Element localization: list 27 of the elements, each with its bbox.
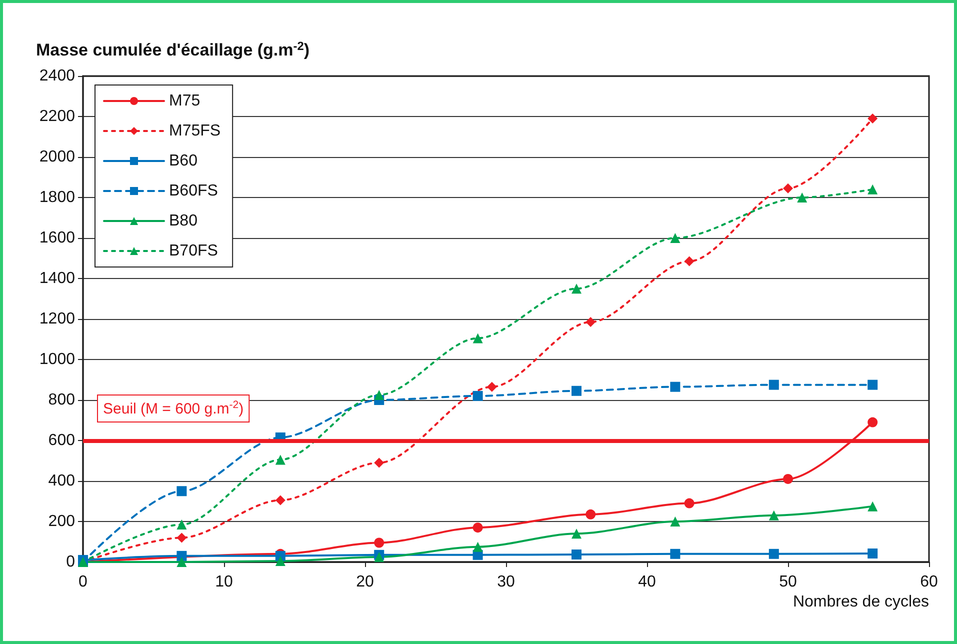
legend-label: M75 <box>169 92 200 110</box>
x-tick-label: 0 <box>78 574 88 590</box>
y-tick-label: 0 <box>66 554 76 570</box>
x-tick-label: 50 <box>779 574 797 590</box>
y-tick-label: 800 <box>48 392 76 408</box>
legend-label: B60 <box>169 152 198 170</box>
y-tick-label: 2000 <box>39 148 76 166</box>
y-tick-label: 200 <box>48 513 76 530</box>
y-tick-label: 400 <box>48 472 76 490</box>
x-tick-label: 40 <box>638 574 656 590</box>
y-tick-label: 1600 <box>39 230 76 246</box>
legend-label: B60FS <box>169 182 218 200</box>
x-tick-label: 60 <box>920 574 938 590</box>
x-axis-title: Nombres de cycles <box>792 594 929 610</box>
legend-label: B70FS <box>169 242 218 260</box>
x-tick-label: 30 <box>497 574 515 590</box>
y-tick-label: 600 <box>48 432 76 449</box>
legend-label: M75FS <box>169 122 221 140</box>
y-tick-label: 1800 <box>39 189 76 206</box>
x-tick-label: 10 <box>215 574 233 590</box>
y-tick-label: 1200 <box>39 310 76 328</box>
y-tick-label: 2400 <box>39 68 76 84</box>
y-tick-label: 1400 <box>39 270 76 287</box>
x-tick-label: 20 <box>356 574 374 590</box>
legend-label: B80 <box>169 212 198 230</box>
y-tick-label: 2200 <box>39 108 76 125</box>
y-tick-label: 1000 <box>39 351 76 368</box>
